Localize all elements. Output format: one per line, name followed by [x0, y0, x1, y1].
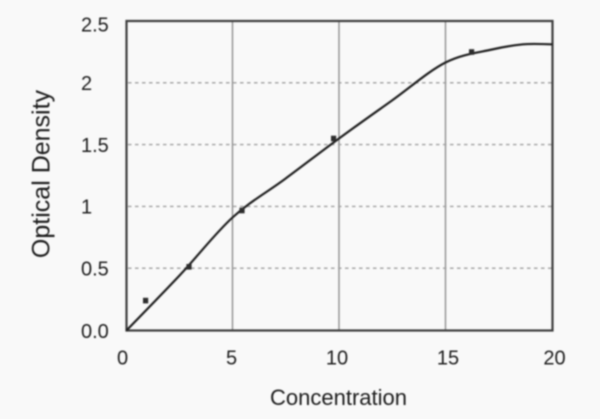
svg-text:10: 10 — [326, 348, 348, 370]
svg-text:Concentration: Concentration — [270, 385, 407, 410]
svg-text:1: 1 — [81, 197, 92, 219]
svg-text:20: 20 — [543, 348, 565, 370]
svg-text:1.5: 1.5 — [81, 135, 109, 157]
svg-text:2: 2 — [81, 73, 92, 95]
svg-text:0.5: 0.5 — [81, 259, 109, 281]
svg-text:0.0: 0.0 — [81, 321, 109, 343]
svg-text:Optical Density: Optical Density — [28, 89, 56, 258]
svg-text:0: 0 — [117, 348, 128, 370]
svg-text:2.5: 2.5 — [81, 14, 109, 36]
svg-text:5: 5 — [226, 348, 237, 370]
svg-text:15: 15 — [437, 348, 459, 370]
